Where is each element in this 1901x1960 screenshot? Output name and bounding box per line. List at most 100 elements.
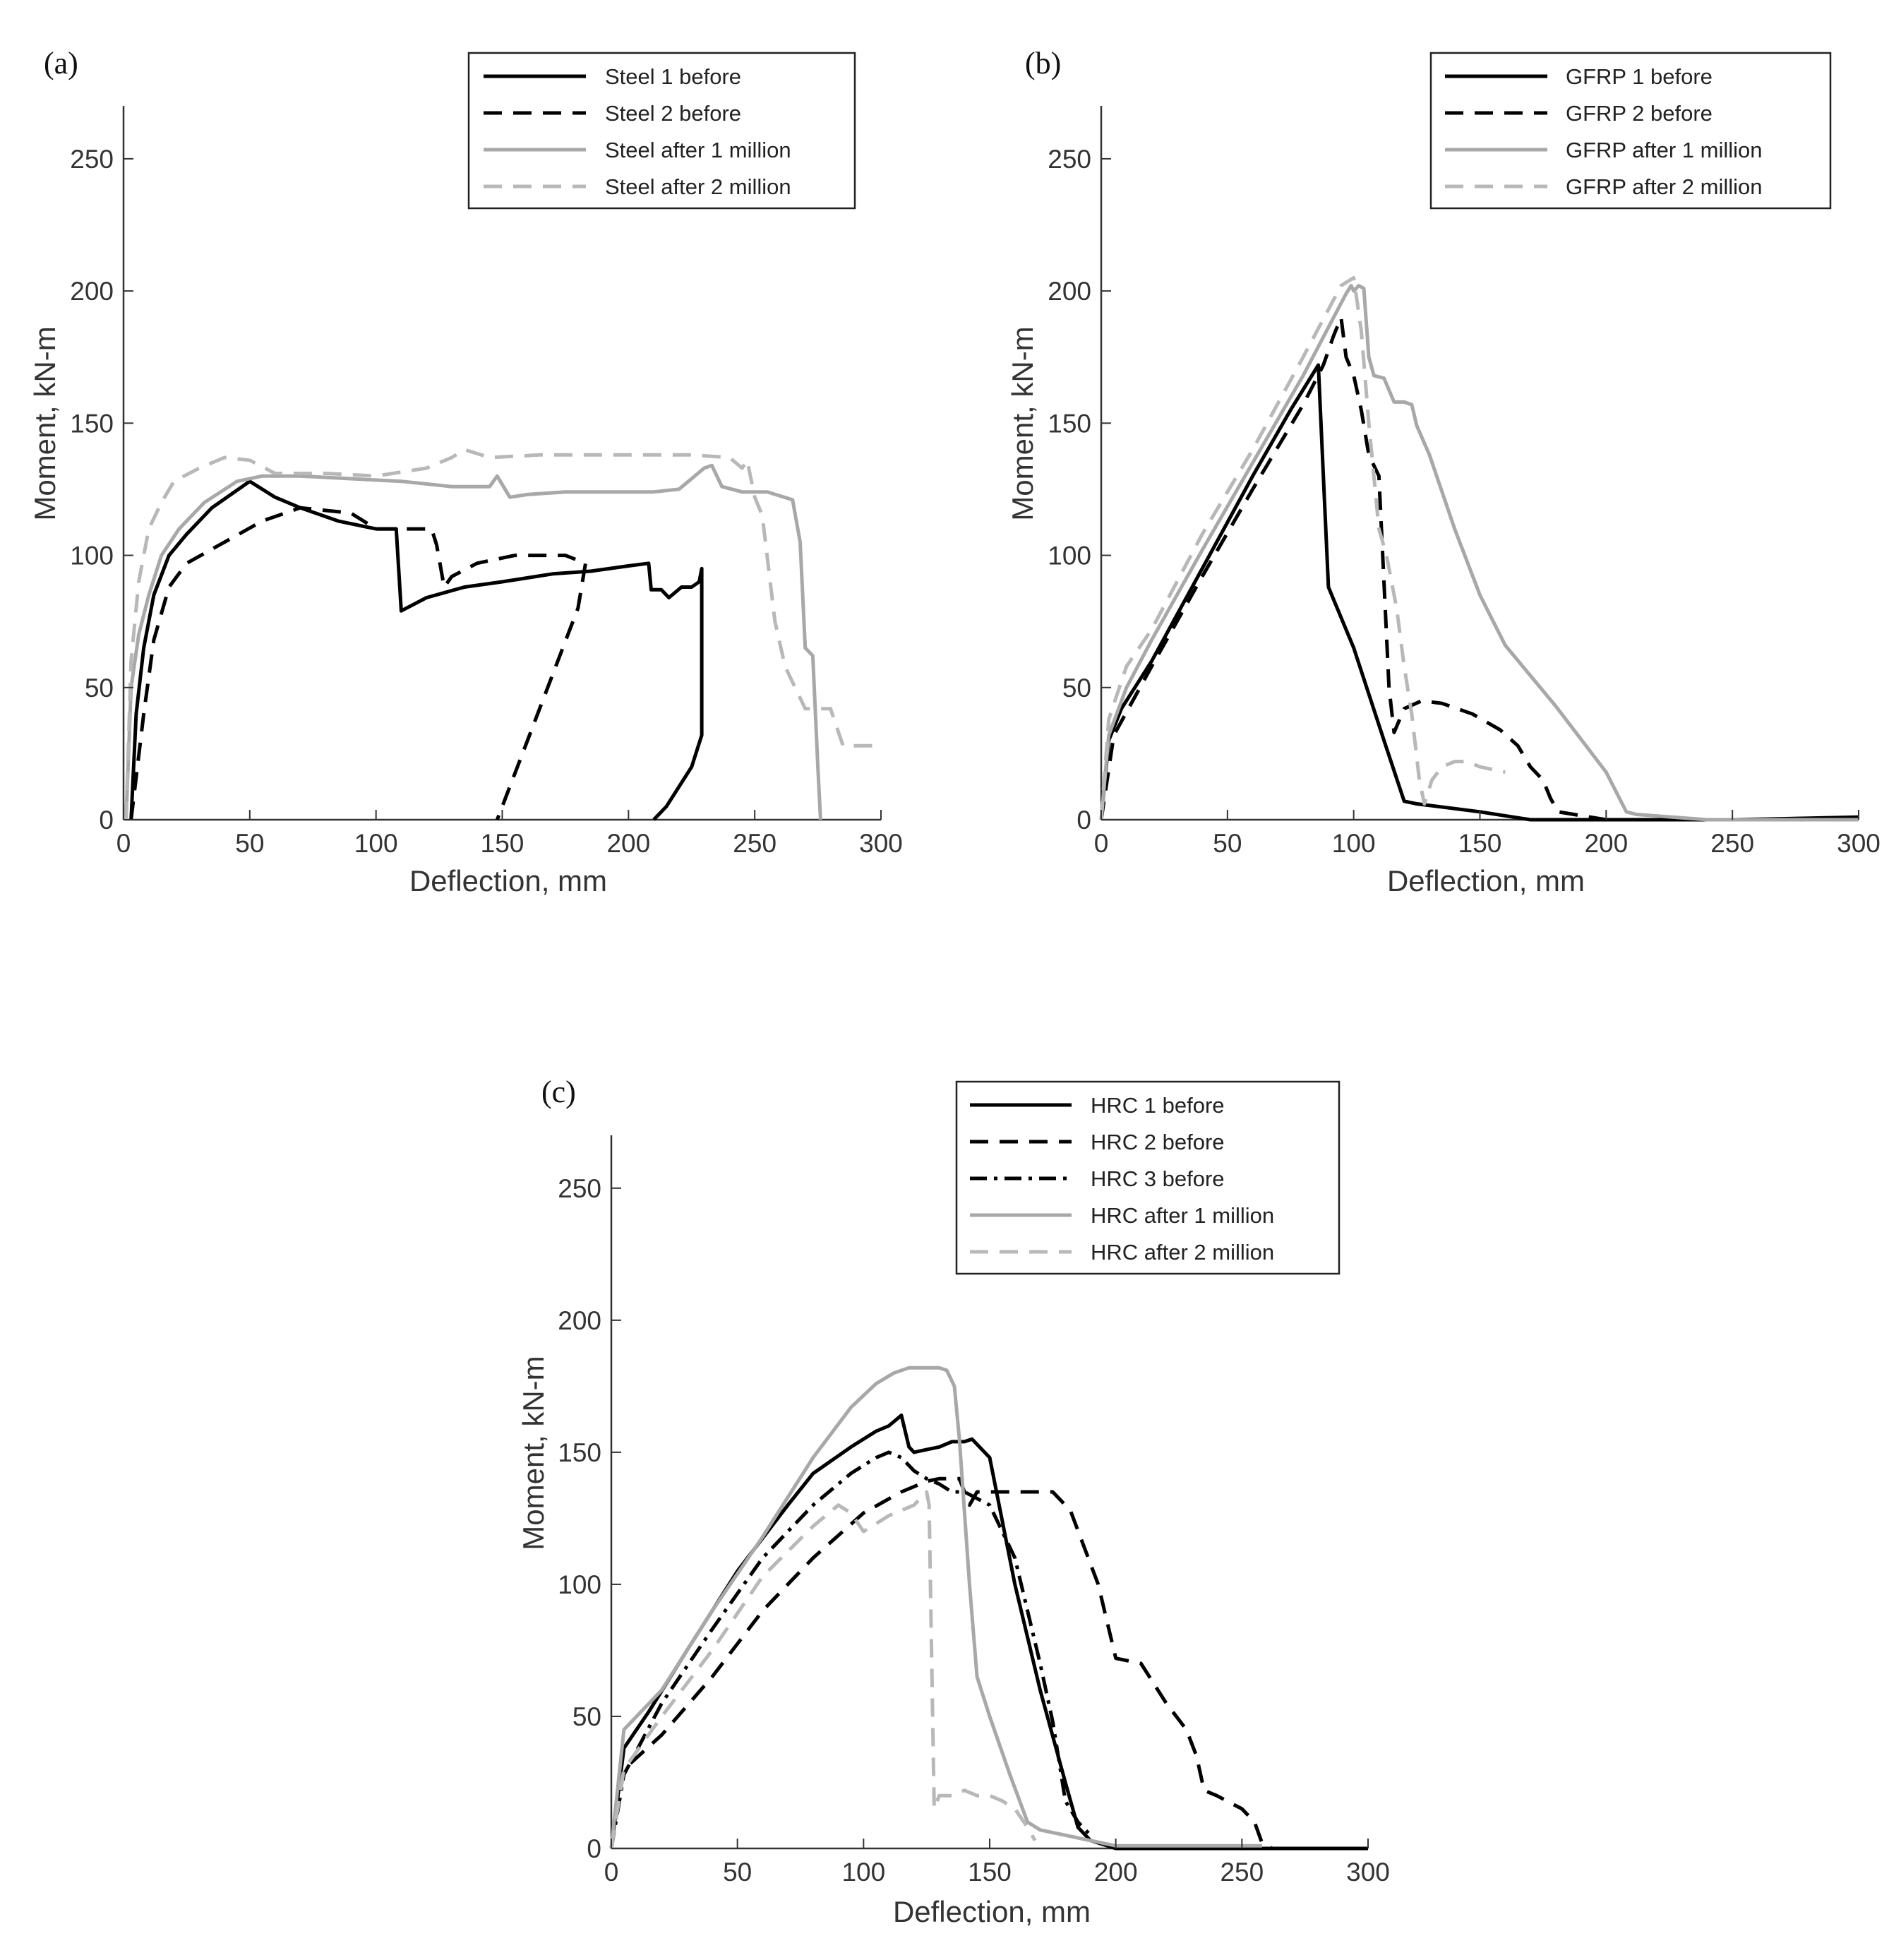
y-tick-label: 100 [558, 1570, 601, 1599]
series-layer [1099, 275, 1859, 822]
panel-label: (b) [1025, 46, 1061, 80]
x-tick-label: 100 [841, 1858, 885, 1887]
x-tick-label: 0 [116, 829, 131, 858]
legend-label: Steel after 2 million [605, 174, 791, 199]
series-line-2 [129, 506, 587, 820]
series-line-4 [609, 1366, 1262, 1849]
series-line-3 [609, 1450, 1092, 1849]
y-tick-label: 0 [587, 1834, 601, 1863]
legend-box [467, 52, 856, 210]
legend-entry: HRC after 2 million [970, 1240, 1274, 1265]
y-tick-label: 150 [558, 1438, 601, 1467]
x-tick-label: 200 [606, 829, 650, 858]
y-tick-label: 100 [1048, 542, 1091, 570]
legend-entry: HRC 1 before [970, 1093, 1225, 1118]
panel-label: (c) [541, 1075, 576, 1109]
legend-entry: HRC 3 before [970, 1166, 1225, 1191]
x-tick-label: 300 [1837, 829, 1881, 858]
legend-label: GFRP 2 before [1566, 101, 1713, 126]
tick-layer: 0 50 100 150 200 250 300 0 50 100 150 200 250 [1048, 145, 1881, 858]
x-tick-label: 50 [723, 1858, 752, 1887]
y-tick-label: 50 [1062, 674, 1091, 703]
y-tick-label: 200 [558, 1306, 601, 1335]
x-tick-label: 300 [859, 829, 903, 858]
y-tick-label: 150 [70, 409, 114, 438]
y-tick-label: 250 [558, 1174, 601, 1203]
x-axis-label: Deflection, mm [893, 1895, 1091, 1928]
x-tick-label: 150 [968, 1858, 1012, 1887]
legend-label: HRC after 1 million [1091, 1203, 1274, 1228]
legend-label: GFRP 1 before [1566, 64, 1713, 89]
x-axis-label: Deflection, mm [1387, 864, 1585, 897]
legend-label: Steel 2 before [605, 101, 741, 126]
x-axis-label: Deflection, mm [409, 864, 607, 897]
legend-entry: GFRP after 1 million [1445, 138, 1763, 162]
y-axis-label: Moment, kN-m [1006, 326, 1039, 520]
series-line-5 [609, 1490, 1037, 1849]
legend-box [1429, 52, 1832, 210]
y-tick-label: 250 [70, 145, 114, 174]
y-axis-label: Moment, kN-m [28, 326, 61, 520]
series-line-2 [609, 1476, 1368, 1851]
tick-layer: 0 50 100 150 200 250 300 0 50 100 150 200 250 [558, 1174, 1390, 1887]
legend-label: HRC 1 before [1091, 1093, 1225, 1118]
axes-frame [122, 106, 881, 821]
legend-label: GFRP after 2 million [1566, 174, 1763, 199]
x-tick-label: 250 [1220, 1858, 1264, 1887]
legend-entry: Steel after 2 million [484, 174, 791, 199]
legend-entry: Steel 2 before [484, 101, 741, 126]
panel-c: (c) Deflection, mm Moment, kN-m 0 50 100 15… [517, 1075, 1390, 1928]
x-tick-label: 150 [1458, 829, 1502, 858]
x-tick-label: 0 [1094, 829, 1109, 858]
y-tick-label: 200 [70, 277, 114, 306]
x-tick-label: 50 [1213, 829, 1242, 858]
panel-label: (a) [44, 46, 78, 80]
y-axis-label: Moment, kN-m [517, 1356, 550, 1550]
legend-entry: Steel after 1 million [484, 138, 791, 162]
legend: HRC 1 before HRC 2 before HRC 3 before H… [955, 1080, 1341, 1275]
legend: Steel 1 before Steel 2 before Steel afte… [467, 52, 856, 210]
series-line-3 [124, 463, 822, 820]
x-tick-label: 300 [1346, 1858, 1390, 1887]
y-tick-label: 250 [1048, 145, 1091, 174]
y-tick-label: 150 [1048, 409, 1091, 438]
x-tick-label: 250 [733, 829, 776, 858]
series-layer [124, 448, 881, 821]
y-tick-label: 0 [1077, 806, 1091, 835]
series-line-1 [129, 479, 704, 821]
legend-entry: HRC after 1 million [970, 1203, 1274, 1228]
series-line-2 [1099, 316, 1859, 822]
series-line-4 [1099, 275, 1506, 820]
x-tick-label: 200 [1584, 829, 1628, 858]
legend-label: Steel 1 before [605, 64, 741, 89]
series-line-3 [1099, 284, 1859, 822]
legend-label: HRC 3 before [1091, 1166, 1225, 1191]
panel-a: (a) Deflection, mm Moment, kN-m 0 50 100 15… [28, 46, 903, 897]
legend-entry: GFRP 2 before [1445, 101, 1713, 126]
panel-b: (b) Deflection, mm Moment, kN-m 0 50 100 15… [1006, 46, 1881, 897]
y-tick-label: 50 [572, 1702, 601, 1731]
x-tick-label: 100 [354, 829, 398, 858]
legend-label: HRC 2 before [1091, 1130, 1225, 1154]
series-layer [609, 1366, 1368, 1851]
legend-entry: Steel 1 before [484, 64, 741, 89]
x-tick-label: 0 [604, 1858, 619, 1887]
x-tick-label: 50 [235, 829, 264, 858]
x-tick-label: 250 [1710, 829, 1754, 858]
y-tick-label: 50 [85, 674, 114, 703]
y-tick-label: 100 [70, 542, 114, 570]
legend-entry: GFRP after 2 million [1445, 174, 1763, 199]
series-line-1 [1099, 363, 1859, 822]
x-tick-label: 150 [481, 829, 524, 858]
x-tick-label: 200 [1094, 1858, 1138, 1887]
tick-layer: 0 50 100 150 200 250 300 0 50 100 150 200 250 [70, 145, 903, 858]
legend-entry: GFRP 1 before [1445, 64, 1713, 89]
legend: GFRP 1 before GFRP 2 before GFRP after 1… [1429, 52, 1832, 210]
legend-label: HRC after 2 million [1091, 1240, 1274, 1265]
legend-label: Steel after 1 million [605, 138, 791, 162]
y-tick-label: 0 [99, 806, 114, 835]
legend-entry: HRC 2 before [970, 1130, 1225, 1154]
y-tick-label: 200 [1048, 277, 1091, 306]
